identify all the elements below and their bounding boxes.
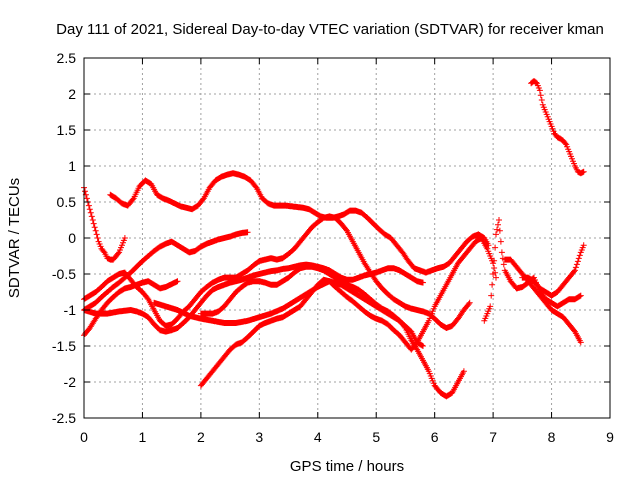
y-tick-label: -0.5: [52, 266, 76, 282]
series-arc-k: [519, 242, 587, 299]
series-arc-a: [107, 170, 492, 276]
x-tick-label: 7: [489, 429, 497, 445]
y-tick-label: -1: [64, 302, 77, 318]
series-marker: [519, 242, 587, 299]
x-tick-label: 0: [80, 429, 88, 445]
y-tick-label: -2: [64, 374, 77, 390]
series-marker: [107, 170, 492, 276]
plot-frame: [83, 57, 611, 419]
series-arc-i: [481, 217, 584, 324]
y-tick-label: -1.5: [52, 338, 76, 354]
x-tick-label: 1: [139, 429, 147, 445]
ticks: 0 1 2 3 4 5 6 7 8 9 2.5 2 1.5 1 0.5 0 -0.5 -1 -1.5 -2 -2.5: [52, 50, 614, 445]
y-tick-label: 1.5: [57, 122, 77, 138]
series-arc-l: [528, 78, 587, 177]
series-marker: [81, 184, 128, 263]
y-tick-label: 0.5: [57, 194, 77, 210]
x-tick-label: 9: [606, 429, 614, 445]
x-tick-label: 3: [255, 429, 263, 445]
x-axis-label: GPS time / hours: [290, 458, 404, 475]
y-tick-label: 0: [68, 230, 76, 246]
y-tick-label: 2: [68, 86, 76, 102]
y-tick-label: -2.5: [52, 410, 76, 426]
chart-title: Day 111 of 2021, Sidereal Day-to-day VTE…: [56, 21, 604, 38]
x-tick-label: 5: [372, 429, 380, 445]
series-marker: [197, 235, 499, 389]
series-marker: [481, 217, 584, 324]
x-tick-label: 8: [548, 429, 556, 445]
series-marker: [501, 256, 584, 346]
x-tick-label: 6: [431, 429, 439, 445]
y-axis-label: SDTVAR / TECUs: [6, 178, 23, 298]
y-tick-label: 1: [68, 158, 76, 174]
series-marker: [528, 78, 587, 177]
series-arc-j: [501, 256, 584, 346]
data-markers: [81, 78, 587, 400]
series-arc-h: [197, 235, 499, 389]
grid: [84, 58, 610, 418]
y-tick-label: 2.5: [57, 50, 77, 66]
series-arc-upper: [81, 184, 128, 263]
x-tick-label: 4: [314, 429, 322, 445]
x-tick-label: 2: [197, 429, 205, 445]
